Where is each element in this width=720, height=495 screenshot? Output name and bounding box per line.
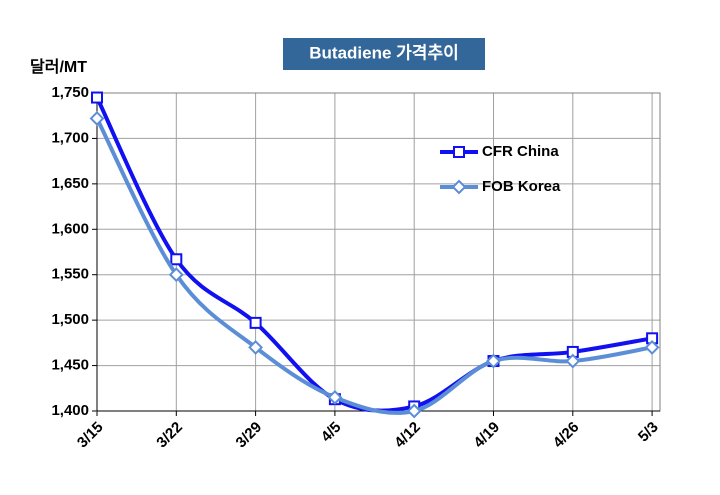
x-tick-label: 3/15 (74, 419, 107, 452)
y-axis-label: 달러/MT (30, 57, 87, 76)
data-point (168, 267, 184, 283)
x-tick-label: 4/19 (470, 419, 503, 452)
data-point (486, 353, 501, 369)
data-point (249, 316, 262, 329)
x-tick-label: 3/22 (153, 419, 186, 452)
chart-title: Butadiene 가격추이 (309, 43, 458, 62)
y-tick-label: 1,700 (51, 129, 89, 146)
legend-marker (451, 179, 467, 195)
y-tick-label: 1,750 (51, 84, 89, 101)
data-point (565, 353, 581, 369)
legend-label: CFR China (482, 143, 559, 160)
x-tick-label: 5/3 (635, 419, 662, 446)
data-point (644, 339, 660, 355)
data-point (89, 111, 105, 126)
data-point (327, 389, 343, 405)
y-tick-label: 1,600 (51, 220, 89, 237)
y-tick-label: 1,650 (51, 175, 89, 192)
x-tick-label: 4/5 (318, 419, 345, 446)
x-tick-label: 3/29 (233, 419, 266, 452)
y-tick-label: 1,500 (51, 311, 89, 328)
x-tick-label: 4/26 (550, 419, 583, 452)
data-point (170, 253, 183, 266)
data-point (91, 91, 103, 104)
title-box (283, 38, 485, 70)
y-tick-label: 1,400 (51, 402, 89, 419)
x-tick-label: 4/12 (391, 419, 424, 452)
y-tick-label: 1,450 (51, 357, 89, 374)
data-point (248, 339, 264, 355)
legend-label: FOB Korea (482, 178, 561, 195)
legend-marker (453, 146, 465, 158)
y-tick-label: 1,550 (51, 266, 89, 283)
data-point (406, 403, 422, 419)
